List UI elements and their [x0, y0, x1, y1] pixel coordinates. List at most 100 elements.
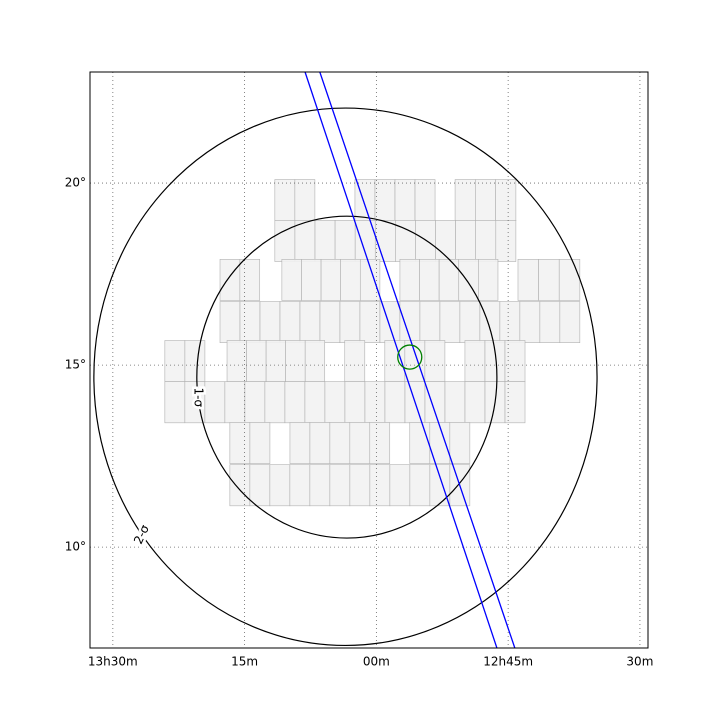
tile	[285, 340, 306, 382]
track-line	[304, 71, 498, 649]
tile	[419, 301, 441, 344]
tile	[359, 259, 381, 301]
track-line	[319, 71, 516, 649]
tile	[314, 220, 336, 262]
tile	[289, 422, 311, 464]
tile	[259, 301, 281, 344]
tile	[499, 301, 521, 344]
tile	[279, 301, 301, 344]
contour-label: 1-σ	[192, 387, 206, 407]
contour	[93, 107, 598, 647]
y-tick-label: 10°	[65, 540, 86, 554]
tile	[517, 259, 539, 301]
tile	[319, 301, 341, 344]
x-tick-label: 12h45m	[483, 655, 533, 669]
tile	[374, 179, 396, 222]
tile	[246, 340, 267, 382]
tile	[359, 301, 381, 344]
tile	[274, 220, 296, 262]
y-tick-label: 15°	[65, 358, 86, 372]
tile	[294, 220, 316, 262]
tile	[389, 464, 411, 507]
tile	[274, 179, 296, 222]
tile	[334, 220, 356, 262]
tile	[349, 422, 371, 464]
tile	[339, 301, 361, 344]
tile	[449, 422, 471, 464]
plot-frame	[89, 71, 649, 649]
tile	[340, 259, 361, 301]
tile	[269, 464, 291, 507]
tile	[229, 422, 251, 464]
tile	[309, 464, 331, 507]
tile	[239, 259, 261, 301]
tile	[464, 381, 486, 424]
tile	[329, 464, 351, 507]
tile	[264, 381, 286, 424]
tile	[394, 179, 416, 222]
x-tick-label: 30m	[626, 655, 653, 669]
tile	[504, 381, 526, 424]
tile	[164, 340, 186, 382]
tile	[219, 301, 241, 344]
tile	[289, 464, 311, 507]
tile	[309, 422, 331, 464]
x-tick-label: 00m	[363, 655, 390, 669]
tile	[344, 381, 366, 424]
tile	[478, 259, 499, 301]
tile	[455, 220, 477, 262]
tile	[369, 422, 391, 464]
tile	[424, 340, 446, 382]
tile	[438, 259, 460, 301]
y-tick-label: 20°	[65, 176, 86, 190]
tile	[464, 340, 486, 382]
tile	[294, 179, 316, 222]
tile	[424, 381, 446, 424]
tile	[301, 259, 322, 301]
tile	[229, 464, 251, 507]
tile	[249, 422, 271, 464]
tile	[519, 301, 541, 344]
contour	[196, 215, 498, 539]
tile	[324, 381, 346, 424]
tile	[454, 179, 476, 222]
tile	[384, 381, 406, 424]
tile	[265, 340, 286, 382]
tile	[184, 340, 206, 382]
tile	[409, 464, 431, 507]
tile	[281, 259, 302, 301]
tile	[484, 340, 506, 382]
tile	[475, 220, 497, 262]
tile	[409, 422, 431, 464]
tile	[320, 259, 341, 301]
tile	[304, 340, 326, 382]
x-tick-label: 15m	[231, 655, 258, 669]
tile	[374, 220, 396, 262]
tile	[239, 301, 261, 344]
tile	[439, 301, 461, 344]
tile	[419, 259, 440, 301]
x-tick-label: 13h30m	[88, 655, 138, 669]
tile	[475, 179, 496, 222]
marker	[397, 344, 423, 370]
tile	[495, 220, 517, 262]
tile	[558, 259, 581, 301]
tile	[559, 301, 581, 344]
tile	[415, 220, 436, 262]
tile	[444, 381, 466, 424]
tile	[204, 381, 226, 424]
tile	[349, 464, 371, 507]
tile	[504, 340, 526, 382]
tile	[414, 179, 436, 222]
tile	[219, 259, 241, 301]
tile	[226, 340, 247, 382]
tile	[344, 340, 366, 382]
tile	[369, 464, 391, 507]
tile	[284, 381, 306, 424]
tile	[364, 381, 386, 424]
tile	[164, 381, 186, 424]
tile	[399, 259, 420, 301]
tile	[459, 301, 481, 344]
tile	[224, 381, 246, 424]
